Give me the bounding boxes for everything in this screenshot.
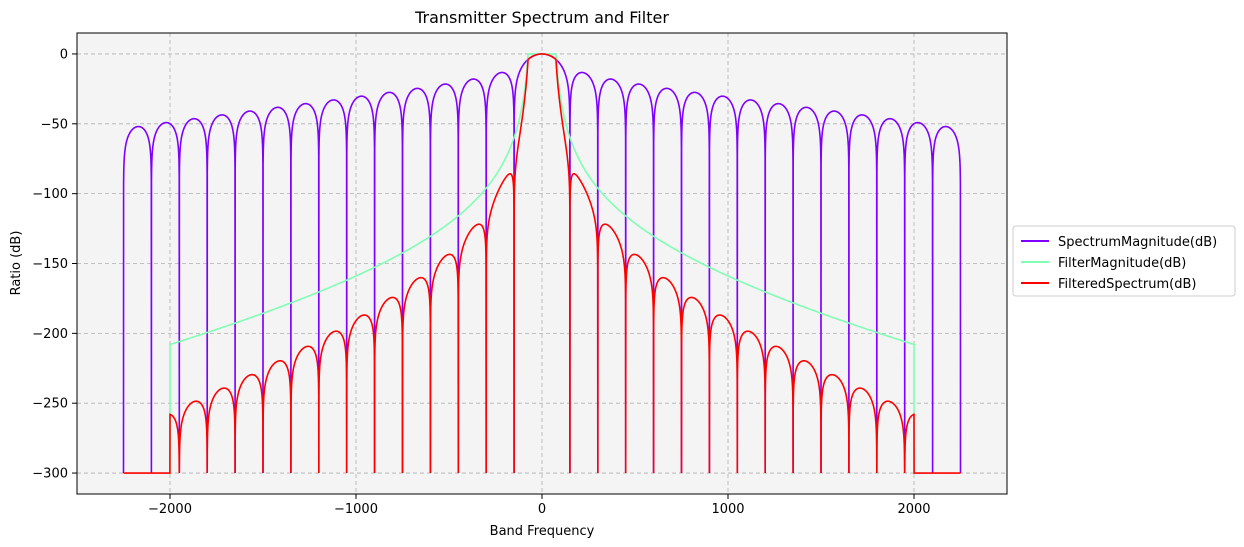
x-axis: −2000 −1000 0 1000 2000 bbox=[148, 494, 931, 517]
y-tick-label: −300 bbox=[32, 467, 68, 482]
legend-label: FilterMagnitude(dB) bbox=[1058, 256, 1186, 271]
y-tick-label: −150 bbox=[32, 257, 68, 272]
legend: SpectrumMagnitude(dB) FilterMagnitude(dB)… bbox=[1012, 225, 1236, 297]
grid-lines bbox=[77, 33, 1007, 494]
x-tick-label: 2000 bbox=[897, 502, 930, 517]
y-tick-label: −50 bbox=[41, 117, 68, 132]
chart-title: Transmitter Spectrum and Filter bbox=[414, 8, 669, 27]
legend-label: SpectrumMagnitude(dB) bbox=[1058, 235, 1217, 250]
y-tick-label: −250 bbox=[32, 397, 68, 412]
y-tick-label: 0 bbox=[60, 47, 68, 62]
x-tick-label: −2000 bbox=[148, 502, 192, 517]
series-line-filtered bbox=[123, 53, 961, 474]
legend-label: FilteredSpectrum(dB) bbox=[1058, 277, 1196, 292]
y-axis-label: Ratio (dB) bbox=[9, 231, 24, 296]
y-tick-label: −200 bbox=[32, 327, 68, 342]
x-tick-label: −1000 bbox=[334, 502, 378, 517]
legend-box bbox=[1012, 225, 1236, 297]
x-axis-label: Band Frequency bbox=[490, 524, 595, 539]
y-tick-label: −100 bbox=[32, 187, 68, 202]
x-tick-label: 1000 bbox=[711, 502, 744, 517]
series-layer bbox=[122, 53, 962, 474]
x-tick-label: 0 bbox=[538, 502, 546, 517]
y-axis: 0 −50 −100 −150 −200 −250 −300 bbox=[32, 47, 77, 482]
